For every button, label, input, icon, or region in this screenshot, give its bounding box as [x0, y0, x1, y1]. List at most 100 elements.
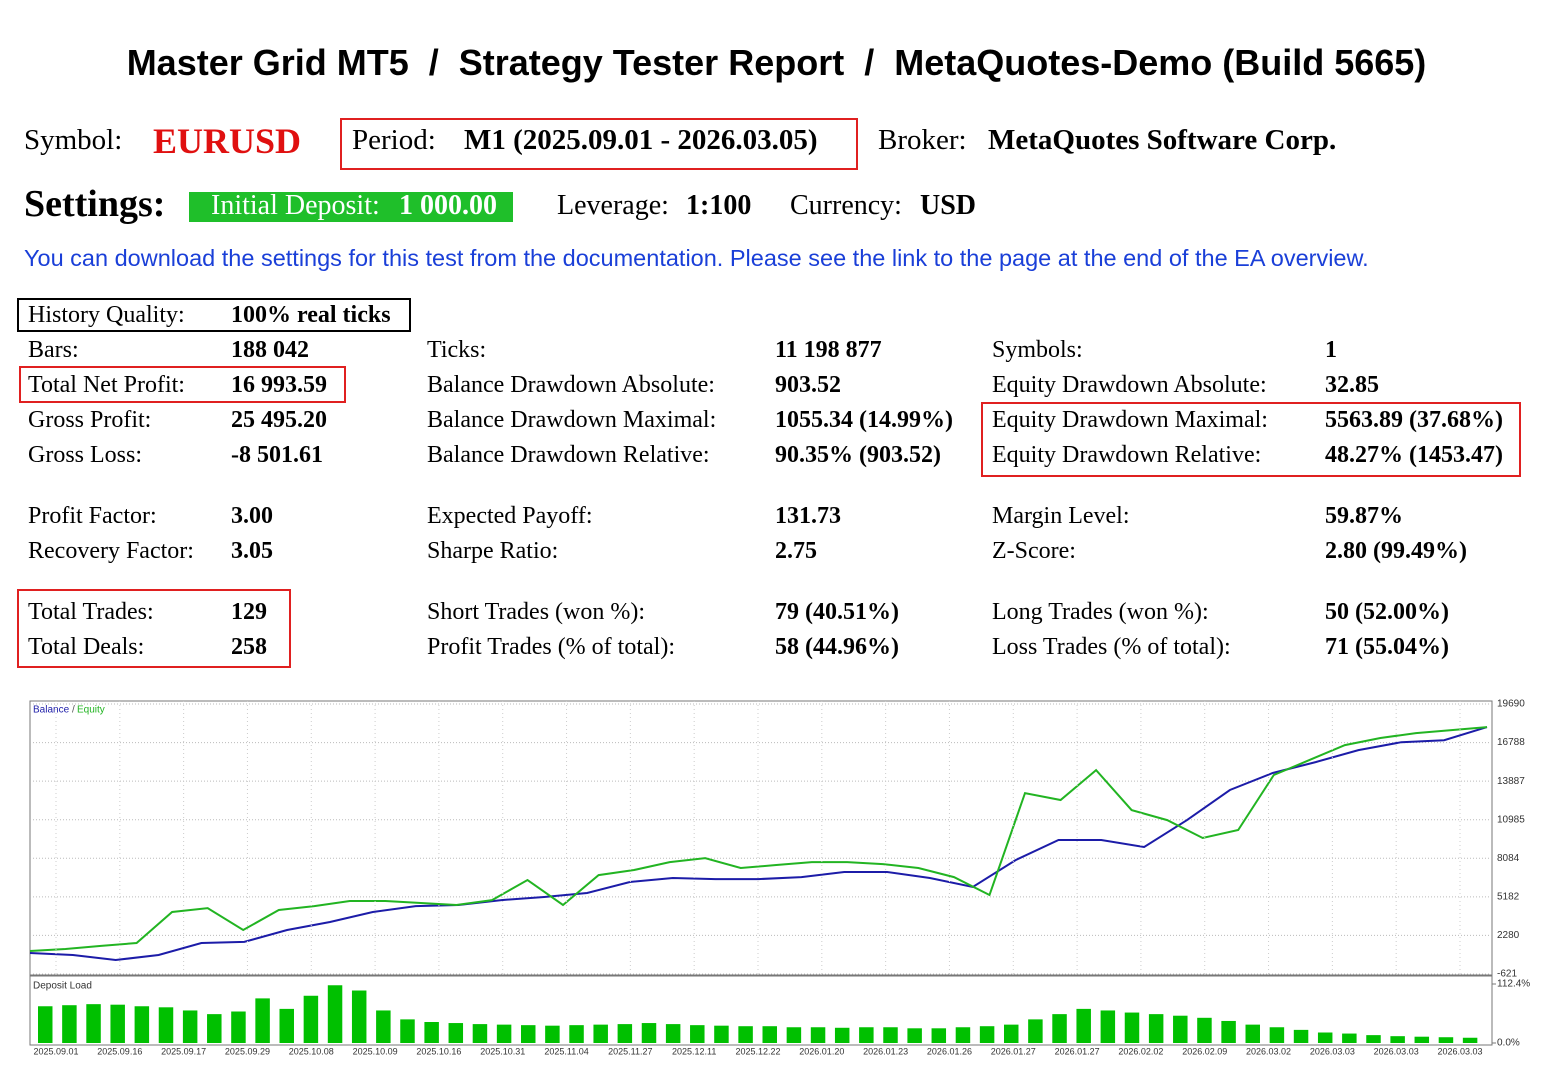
x-tick-label: 2025.10.31 [480, 1046, 525, 1056]
stat-label: Balance Drawdown Relative: [427, 442, 710, 468]
stat-value: 59.87% [1325, 503, 1403, 529]
highlight-box [17, 298, 411, 332]
bar [207, 1014, 222, 1043]
chart: Balance / Equity Deposit Load -621 2280 51… [29, 699, 1530, 1056]
currency: USD [920, 190, 977, 221]
bar [1245, 1024, 1260, 1043]
bar [1100, 1010, 1116, 1043]
symbol-label: Symbol: [24, 124, 123, 156]
stat-value: 129 [231, 599, 267, 625]
bar [1293, 1029, 1309, 1043]
bar [1028, 1019, 1043, 1043]
x-tick-label: 2026.03.02 [1246, 1046, 1291, 1056]
bar [303, 995, 319, 1043]
bar [351, 990, 367, 1043]
stat-label: Z-Score: [992, 538, 1076, 564]
bar [786, 1027, 802, 1043]
stat-value: 5563.89 (37.68%) [1325, 407, 1503, 433]
x-tick-label: 2026.01.27 [1055, 1046, 1100, 1056]
currency-label: Currency: [790, 190, 902, 221]
bar [955, 1027, 971, 1043]
x-tick-label: 2026.01.20 [799, 1046, 844, 1056]
y-tick-label: 0.0% [1497, 1038, 1520, 1049]
bar [110, 1004, 125, 1043]
bar [1221, 1020, 1236, 1043]
stat-label: Short Trades (won %): [427, 599, 646, 625]
y-tick-label: 5182 [1497, 891, 1520, 902]
stat-label: Total Net Profit: [28, 372, 185, 398]
stat-value: 11 198 877 [775, 337, 882, 363]
bar [400, 1019, 415, 1043]
bar [448, 1023, 464, 1043]
stat-label: Margin Level: [992, 503, 1130, 529]
bar [1366, 1035, 1381, 1043]
stat-value: 131.73 [775, 503, 841, 529]
stat-value: 48.27% (1453.47) [1325, 442, 1503, 468]
highlight-box [340, 118, 858, 170]
x-tick-label: 2026.03.03 [1374, 1046, 1419, 1056]
stat-value: 50 (52.00%) [1325, 599, 1449, 625]
bar [134, 1006, 150, 1043]
stat-label: Ticks: [427, 337, 487, 363]
load-title: Deposit Load [33, 981, 92, 992]
x-tick-label: 2025.10.16 [416, 1046, 461, 1056]
bar [1173, 1015, 1188, 1043]
bar [327, 985, 343, 1043]
bar [834, 1027, 850, 1043]
stat-label: Equity Drawdown Absolute: [992, 372, 1267, 398]
stat-value: 100% real ticks [231, 302, 391, 328]
bar [496, 1024, 512, 1043]
stat-label: Bars: [28, 337, 79, 363]
stat-value: 71 (55.04%) [1325, 634, 1449, 660]
stat-value: 1055.34 (14.99%) [775, 407, 953, 433]
bar [279, 1008, 294, 1043]
bar [376, 1010, 391, 1043]
x-tick-label: 2025.09.17 [161, 1046, 206, 1056]
symbol: EURUSD [153, 121, 302, 161]
stat-value: 90.35% (903.52) [775, 442, 941, 468]
bar [158, 1007, 174, 1043]
leverage: 1:100 [686, 190, 752, 221]
legend-entry: Equity [77, 705, 105, 716]
stat-label: Gross Loss: [28, 442, 143, 468]
bar [738, 1026, 753, 1043]
report-title: Master Grid MT5 / Strategy Tester Report… [126, 42, 1427, 83]
legend-separator: / [72, 705, 75, 716]
x-tick-label: 2025.09.01 [33, 1046, 78, 1056]
bar [810, 1027, 826, 1043]
bar [62, 1005, 77, 1043]
stat-label: Equity Drawdown Relative: [992, 442, 1262, 468]
highlight-box [981, 402, 1521, 477]
stat-value: -8 501.61 [231, 442, 323, 468]
y-tick-label: 8084 [1497, 853, 1520, 864]
y-tick-label: 13887 [1497, 776, 1525, 787]
stat-label: Profit Trades (% of total): [427, 634, 675, 660]
x-tick-label: 2026.01.26 [927, 1046, 972, 1056]
bar [714, 1025, 729, 1043]
x-tick-label: 2025.11.27 [608, 1046, 652, 1056]
highlight-box [17, 589, 291, 668]
bar [1004, 1024, 1019, 1043]
y-tick-label: 10985 [1497, 814, 1525, 825]
x-tick-label: 2025.10.09 [353, 1046, 398, 1056]
stat-label: Sharpe Ratio: [427, 538, 559, 564]
note-link[interactable]: You can download the settings for this t… [24, 245, 1369, 271]
stat-label: Total Deals: [28, 634, 145, 660]
stat-value: 32.85 [1325, 372, 1379, 398]
deposit-highlight [189, 192, 513, 222]
bar [231, 1011, 246, 1043]
bar [38, 1006, 53, 1043]
bar [762, 1026, 777, 1043]
chart-frame [29, 700, 1493, 976]
stat-value: 79 (40.51%) [775, 599, 899, 625]
series-line [29, 726, 1488, 952]
leverage-label: Leverage: [557, 190, 669, 221]
stat-label: Recovery Factor: [28, 538, 194, 564]
y-tick-label: 19690 [1497, 699, 1525, 710]
x-tick-label: 2026.03.03 [1437, 1046, 1482, 1056]
bar [182, 1010, 198, 1043]
bar [472, 1024, 488, 1043]
x-tick-label: 2025.10.08 [289, 1046, 334, 1056]
legend-entry: Balance [33, 705, 70, 716]
